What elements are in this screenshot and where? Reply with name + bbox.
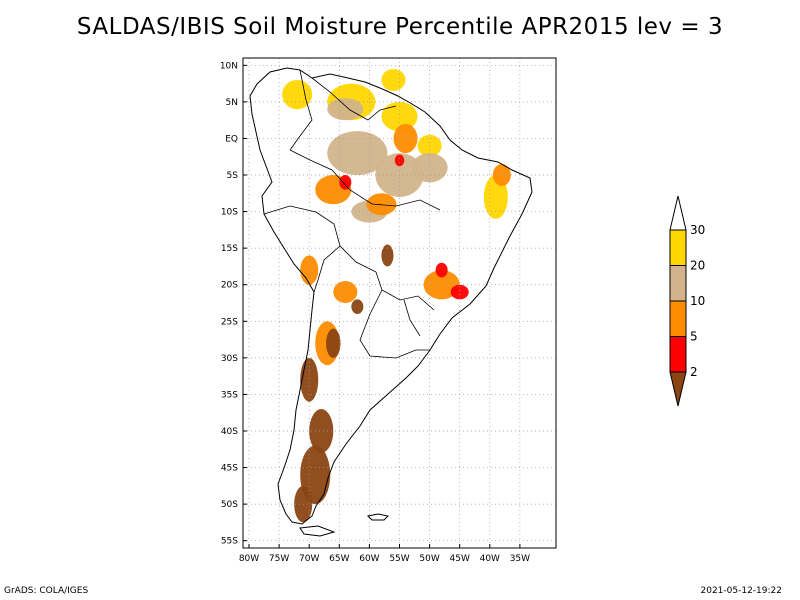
soil-moisture-field	[282, 68, 511, 523]
longitude-tick-labels: 80W 75W 70W 65W 60W 55W 50W 45W 40W 35W	[239, 544, 530, 564]
map-title: SALDAS/IBIS Soil Moisture Percentile APR…	[76, 14, 724, 40]
colorbar-bin	[669, 229, 687, 266]
percentile-region-5-10	[366, 193, 397, 216]
lat-tick-label: 40S	[221, 427, 238, 437]
lon-tick-label: 35W	[510, 554, 530, 564]
lat-tick-label: 55S	[221, 537, 238, 547]
colorbar-label: 30	[690, 223, 705, 237]
lat-tick-label: EQ	[225, 134, 238, 144]
lon-tick-label: 80W	[239, 554, 259, 564]
colorbar-bin-highest	[669, 195, 687, 231]
lat-tick-label: 35S	[221, 390, 238, 400]
percentile-region-20-30	[483, 175, 508, 219]
lat-tick-label: 45S	[221, 464, 238, 474]
colorbar-bin	[669, 265, 687, 302]
percentile-region-20-30	[282, 79, 313, 110]
lat-tick-label: 10S	[221, 208, 238, 218]
colorbar-bin	[669, 336, 687, 373]
lon-tick-label: 60W	[359, 554, 379, 564]
country-borders	[263, 69, 441, 359]
lat-tick-label: 20S	[221, 281, 238, 291]
percentile-region-0-2	[309, 409, 334, 453]
percentile-region-5-10	[393, 123, 418, 154]
percentile-region-0-2	[351, 299, 364, 314]
colorbar-label: 2	[690, 365, 698, 379]
percentile-region-2-5	[339, 175, 352, 190]
lat-tick-label: 15S	[221, 244, 238, 254]
lat-tick-label: 5N	[226, 98, 238, 108]
lat-tick-label: 5S	[227, 171, 239, 181]
percentile-region-10-20	[327, 98, 364, 121]
colorbar: 2 5 10 20 30	[669, 195, 705, 407]
lat-tick-label: 10N	[220, 61, 238, 71]
percentile-region-2-5	[394, 154, 405, 167]
colorbar-label: 5	[690, 330, 698, 344]
footer-credit: GrADS: COLA/IGES	[4, 586, 89, 596]
percentile-region-20-30	[417, 134, 442, 157]
lon-tick-label: 55W	[389, 554, 409, 564]
lon-tick-label: 70W	[299, 554, 319, 564]
percentile-region-20-30	[381, 68, 406, 91]
percentile-region-2-5	[450, 284, 469, 300]
latitude-tick-labels: 10N 5N EQ 5S 10S 15S 20S 25S 30S 35S 40S 45S 50S 55S	[220, 61, 247, 547]
continent-outline	[249, 67, 533, 537]
colorbar-bin	[669, 300, 687, 337]
lat-tick-label: 50S	[221, 500, 238, 510]
gridlines	[243, 58, 556, 548]
percentile-region-5-10	[492, 164, 511, 186]
lon-tick-label: 50W	[419, 554, 439, 564]
percentile-region-5-10	[333, 281, 358, 303]
lon-tick-label: 40W	[480, 554, 500, 564]
footer-timestamp: 2021-05-12-19:22	[700, 586, 783, 596]
lon-tick-label: 75W	[269, 554, 289, 564]
percentile-region-2-5	[435, 262, 448, 278]
percentile-region-0-2	[300, 357, 319, 402]
falkland-islands	[366, 513, 390, 521]
tierra-del-fuego	[299, 525, 336, 537]
lon-tick-label: 65W	[329, 554, 349, 564]
colorbar-label: 20	[690, 259, 705, 273]
colorbar-label: 10	[690, 294, 705, 308]
percentile-region-0-2	[381, 244, 394, 267]
south-america-coastline	[249, 67, 533, 525]
percentile-region-10-20	[411, 153, 448, 183]
percentile-region-20-30	[381, 101, 418, 132]
percentile-region-10-20	[327, 131, 388, 176]
lat-tick-label: 25S	[221, 317, 238, 327]
lon-tick-label: 45W	[450, 554, 470, 564]
lat-tick-label: 30S	[221, 354, 238, 364]
percentile-region-0-2	[326, 328, 341, 358]
colorbar-bin-lowest	[669, 371, 687, 407]
